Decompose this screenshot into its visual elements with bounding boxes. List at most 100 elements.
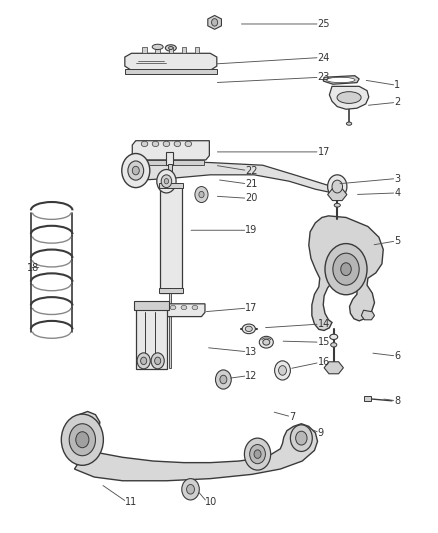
- Ellipse shape: [152, 141, 159, 147]
- Circle shape: [333, 253, 359, 285]
- Text: 10: 10: [205, 497, 217, 507]
- Ellipse shape: [259, 336, 273, 348]
- Ellipse shape: [141, 141, 148, 147]
- Text: 22: 22: [245, 166, 258, 175]
- Circle shape: [161, 175, 172, 188]
- Text: 25: 25: [318, 19, 330, 29]
- Ellipse shape: [326, 77, 355, 83]
- Polygon shape: [125, 53, 217, 70]
- Circle shape: [244, 438, 271, 470]
- Circle shape: [187, 484, 194, 494]
- Ellipse shape: [334, 203, 340, 207]
- Circle shape: [328, 175, 347, 198]
- Circle shape: [215, 370, 231, 389]
- Bar: [140, 160, 204, 165]
- Text: 23: 23: [318, 72, 330, 82]
- Polygon shape: [329, 86, 369, 109]
- Ellipse shape: [148, 305, 154, 310]
- Bar: [195, 47, 199, 53]
- Text: 21: 21: [245, 179, 258, 189]
- Circle shape: [250, 445, 265, 464]
- Circle shape: [61, 414, 103, 465]
- Bar: [182, 47, 186, 53]
- Text: 16: 16: [318, 358, 330, 367]
- Circle shape: [199, 191, 204, 198]
- Ellipse shape: [174, 141, 180, 147]
- Polygon shape: [328, 189, 347, 200]
- Circle shape: [341, 263, 351, 276]
- Circle shape: [122, 154, 150, 188]
- Text: 20: 20: [245, 193, 258, 203]
- Ellipse shape: [192, 305, 198, 310]
- Polygon shape: [323, 76, 359, 84]
- Circle shape: [155, 357, 161, 365]
- Circle shape: [128, 161, 144, 180]
- Text: 8: 8: [394, 396, 400, 406]
- Circle shape: [151, 353, 164, 369]
- Circle shape: [76, 432, 89, 448]
- Text: 7: 7: [289, 412, 295, 422]
- Text: 5: 5: [394, 236, 400, 246]
- Bar: [155, 47, 160, 53]
- Circle shape: [195, 187, 208, 203]
- Circle shape: [157, 169, 176, 193]
- Text: 17: 17: [318, 147, 330, 157]
- Polygon shape: [68, 411, 318, 481]
- Text: 3: 3: [394, 174, 400, 183]
- Bar: [159, 288, 183, 293]
- Polygon shape: [208, 15, 222, 29]
- Text: 14: 14: [318, 319, 330, 329]
- Text: 17: 17: [245, 303, 258, 313]
- Ellipse shape: [330, 334, 338, 340]
- Polygon shape: [309, 216, 383, 330]
- Circle shape: [141, 357, 147, 365]
- Polygon shape: [361, 310, 374, 320]
- Polygon shape: [324, 362, 343, 374]
- Ellipse shape: [331, 343, 337, 347]
- Ellipse shape: [159, 305, 165, 310]
- Text: 11: 11: [125, 497, 137, 507]
- Text: 4: 4: [394, 188, 400, 198]
- Bar: [160, 184, 182, 293]
- Bar: [169, 47, 173, 53]
- Circle shape: [254, 450, 261, 458]
- Circle shape: [296, 431, 307, 445]
- Bar: [168, 164, 172, 181]
- Circle shape: [164, 179, 169, 184]
- Ellipse shape: [337, 92, 361, 103]
- Text: 12: 12: [245, 371, 258, 381]
- Bar: [136, 308, 167, 369]
- Ellipse shape: [169, 46, 173, 50]
- Text: 15: 15: [318, 337, 330, 347]
- Polygon shape: [132, 160, 337, 193]
- Circle shape: [325, 244, 367, 295]
- Bar: [166, 152, 173, 165]
- Circle shape: [69, 424, 95, 456]
- Circle shape: [182, 479, 199, 500]
- Circle shape: [132, 166, 139, 175]
- Circle shape: [137, 353, 150, 369]
- Text: 13: 13: [245, 347, 258, 357]
- Ellipse shape: [181, 305, 187, 310]
- Polygon shape: [139, 304, 205, 317]
- Ellipse shape: [346, 122, 352, 125]
- Ellipse shape: [245, 326, 252, 332]
- Bar: [125, 69, 217, 74]
- Circle shape: [275, 361, 290, 380]
- Ellipse shape: [170, 305, 176, 310]
- Text: 19: 19: [245, 225, 258, 235]
- Bar: [169, 290, 171, 368]
- Ellipse shape: [163, 141, 170, 147]
- Bar: [134, 301, 169, 310]
- Bar: [159, 183, 183, 188]
- Ellipse shape: [263, 340, 270, 345]
- Ellipse shape: [242, 324, 255, 334]
- Circle shape: [332, 180, 343, 193]
- Ellipse shape: [152, 44, 163, 50]
- Ellipse shape: [166, 45, 176, 51]
- Polygon shape: [132, 141, 209, 160]
- Text: 2: 2: [394, 98, 400, 107]
- Circle shape: [279, 366, 286, 375]
- Text: 24: 24: [318, 53, 330, 62]
- Ellipse shape: [185, 141, 192, 147]
